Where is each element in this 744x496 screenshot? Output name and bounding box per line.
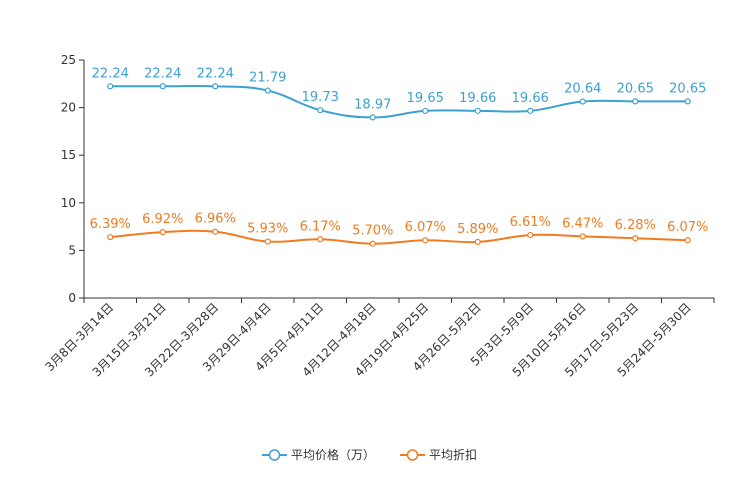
data-point — [264, 87, 271, 94]
data-point — [369, 114, 376, 121]
y-tick-label: 0 — [68, 291, 76, 305]
data-point — [212, 228, 219, 235]
data-label: 6.28% — [615, 218, 656, 233]
data-point — [579, 233, 586, 240]
series-points — [107, 83, 691, 247]
y-axis-ticks: 0 5 10 15 20 25 — [61, 53, 84, 305]
data-point — [474, 238, 481, 246]
legend-marker-icon — [268, 449, 281, 461]
data-point — [684, 237, 691, 244]
data-label: 6.96% — [195, 212, 236, 227]
data-label: 19.73 — [302, 90, 339, 105]
y-tick-label: 25 — [61, 53, 76, 67]
data-label: 6.47% — [562, 216, 603, 231]
data-point — [422, 237, 429, 244]
y-tick-label: 10 — [61, 196, 76, 210]
data-label: 5.70% — [352, 224, 393, 239]
data-point — [632, 235, 639, 242]
data-label: 6.92% — [142, 212, 183, 227]
x-axis-ticks: 3月8日-3月14日3月15日-3月21日3月22日-3月28日3月29日-4月… — [42, 298, 715, 380]
data-point — [632, 98, 639, 105]
data-label: 6.39% — [90, 217, 131, 232]
legend-item-0[interactable]: 平均价格（万） — [262, 447, 375, 462]
legend-label: 平均折扣 — [429, 447, 477, 462]
series-lines — [110, 84, 688, 245]
data-label: 20.65 — [617, 81, 654, 96]
data-label: 19.65 — [407, 91, 444, 106]
data-point — [107, 234, 114, 241]
data-point — [527, 107, 534, 114]
data-label: 22.24 — [197, 66, 234, 81]
data-label: 5.89% — [457, 222, 498, 237]
data-label: 6.07% — [667, 220, 708, 235]
data-point — [317, 107, 324, 114]
data-point — [684, 98, 691, 105]
data-label: 6.17% — [300, 219, 341, 234]
y-tick-label: 15 — [61, 148, 76, 162]
data-label: 20.64 — [564, 82, 601, 97]
data-label: 20.65 — [669, 81, 706, 96]
data-label: 18.97 — [354, 97, 391, 112]
data-label: 6.61% — [510, 215, 551, 230]
data-point — [579, 98, 586, 105]
data-point — [159, 83, 166, 90]
data-point — [159, 229, 166, 236]
data-point — [527, 231, 534, 239]
legend-marker-icon — [406, 449, 419, 461]
legend-item-1[interactable]: 平均折扣 — [400, 447, 477, 462]
data-point — [369, 240, 376, 247]
data-point — [317, 236, 324, 243]
y-tick-label: 5 — [68, 243, 76, 257]
legend-label: 平均价格（万） — [291, 447, 375, 462]
y-tick-label: 20 — [61, 101, 76, 115]
data-point — [474, 107, 481, 114]
data-point — [212, 83, 219, 90]
data-label: 22.24 — [144, 66, 181, 81]
data-label: 19.66 — [459, 91, 496, 106]
data-point — [422, 107, 429, 115]
data-label: 6.07% — [405, 220, 446, 235]
data-label: 5.93% — [247, 222, 288, 237]
series-line-0 — [110, 84, 688, 119]
legend[interactable]: 平均价格（万） 平均折扣 — [262, 447, 477, 462]
data-label: 21.79 — [249, 71, 286, 86]
data-labels: 22.24 22.24 22.24 21.79 19.73 18.97 19.65 19.66… — [90, 66, 709, 238]
data-label: 22.24 — [92, 66, 129, 81]
series-line-1 — [110, 229, 688, 245]
data-point — [107, 83, 114, 90]
data-point — [264, 238, 271, 245]
data-label: 19.66 — [512, 91, 549, 106]
